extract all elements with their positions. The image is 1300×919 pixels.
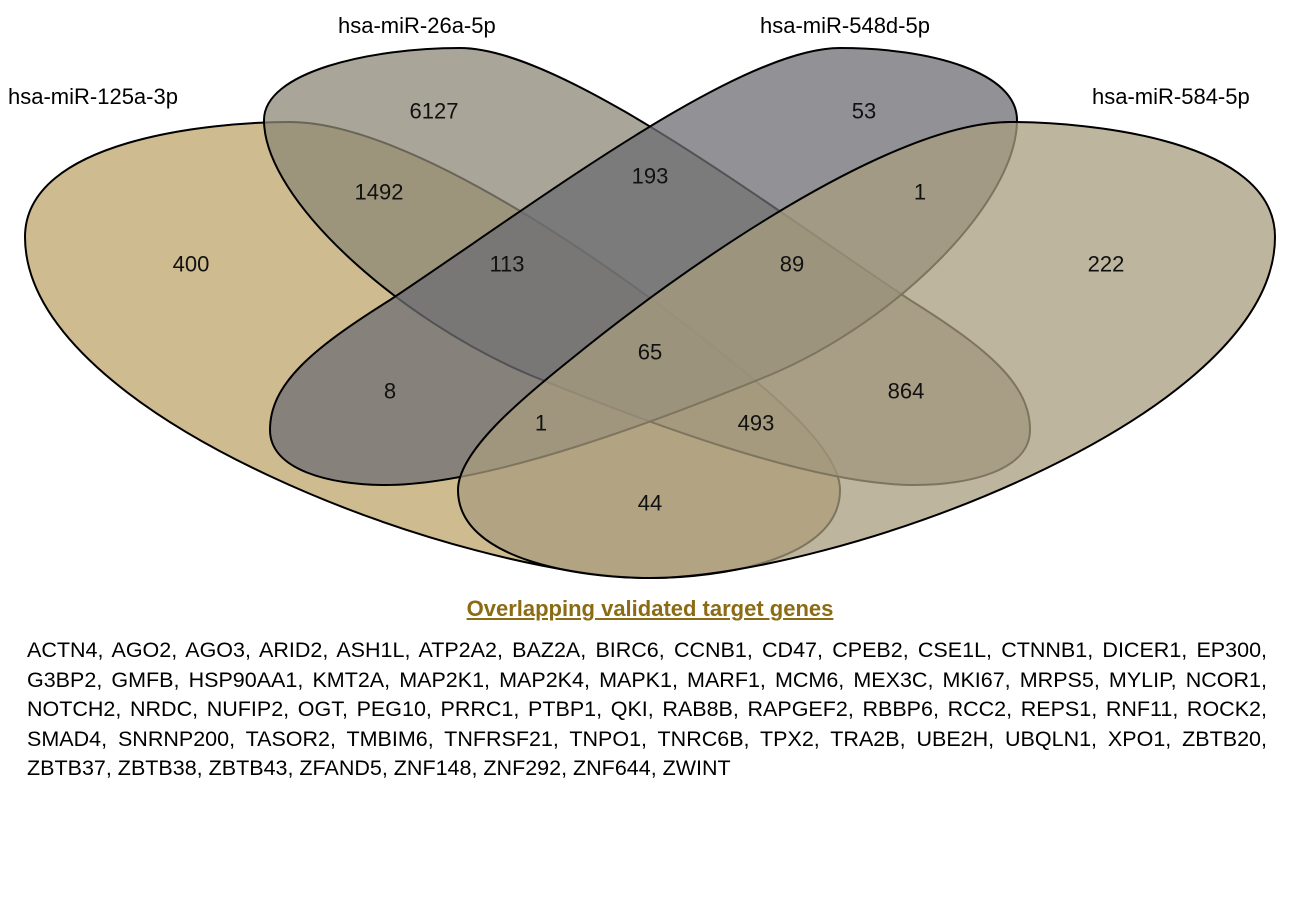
gene-list: ACTN4, AGO2, AGO3, ARID2, ASH1L, ATP2A2,… xyxy=(27,638,1267,781)
count-d-only: 222 xyxy=(1088,252,1125,277)
ellipse-set-d[interactable] xyxy=(456,120,1277,580)
count-bcd: 89 xyxy=(780,252,804,277)
set-label-a: hsa-miR-125a-3p xyxy=(8,84,178,109)
count-c-only: 53 xyxy=(852,99,876,124)
gene-list-title: Overlapping validated target genes xyxy=(466,596,834,621)
count-b-only: 6127 xyxy=(410,99,459,124)
count-ac: 8 xyxy=(384,379,396,404)
count-a-only: 400 xyxy=(173,252,210,277)
venn-diagram: hsa-miR-125a-3p hsa-miR-26a-5p hsa-miR-5… xyxy=(8,13,1277,580)
count-bc: 193 xyxy=(632,164,669,189)
count-bd: 864 xyxy=(888,379,925,404)
count-abd: 493 xyxy=(738,411,775,436)
count-ad: 44 xyxy=(638,491,662,516)
set-label-b: hsa-miR-26a-5p xyxy=(338,13,496,38)
count-abc: 113 xyxy=(489,252,524,277)
count-ab: 1492 xyxy=(355,180,404,205)
count-acd: 1 xyxy=(535,411,547,436)
count-abcd: 65 xyxy=(638,340,662,365)
count-cd: 1 xyxy=(914,180,926,205)
set-label-c: hsa-miR-548d-5p xyxy=(760,13,930,38)
set-label-d: hsa-miR-584-5p xyxy=(1092,84,1250,109)
